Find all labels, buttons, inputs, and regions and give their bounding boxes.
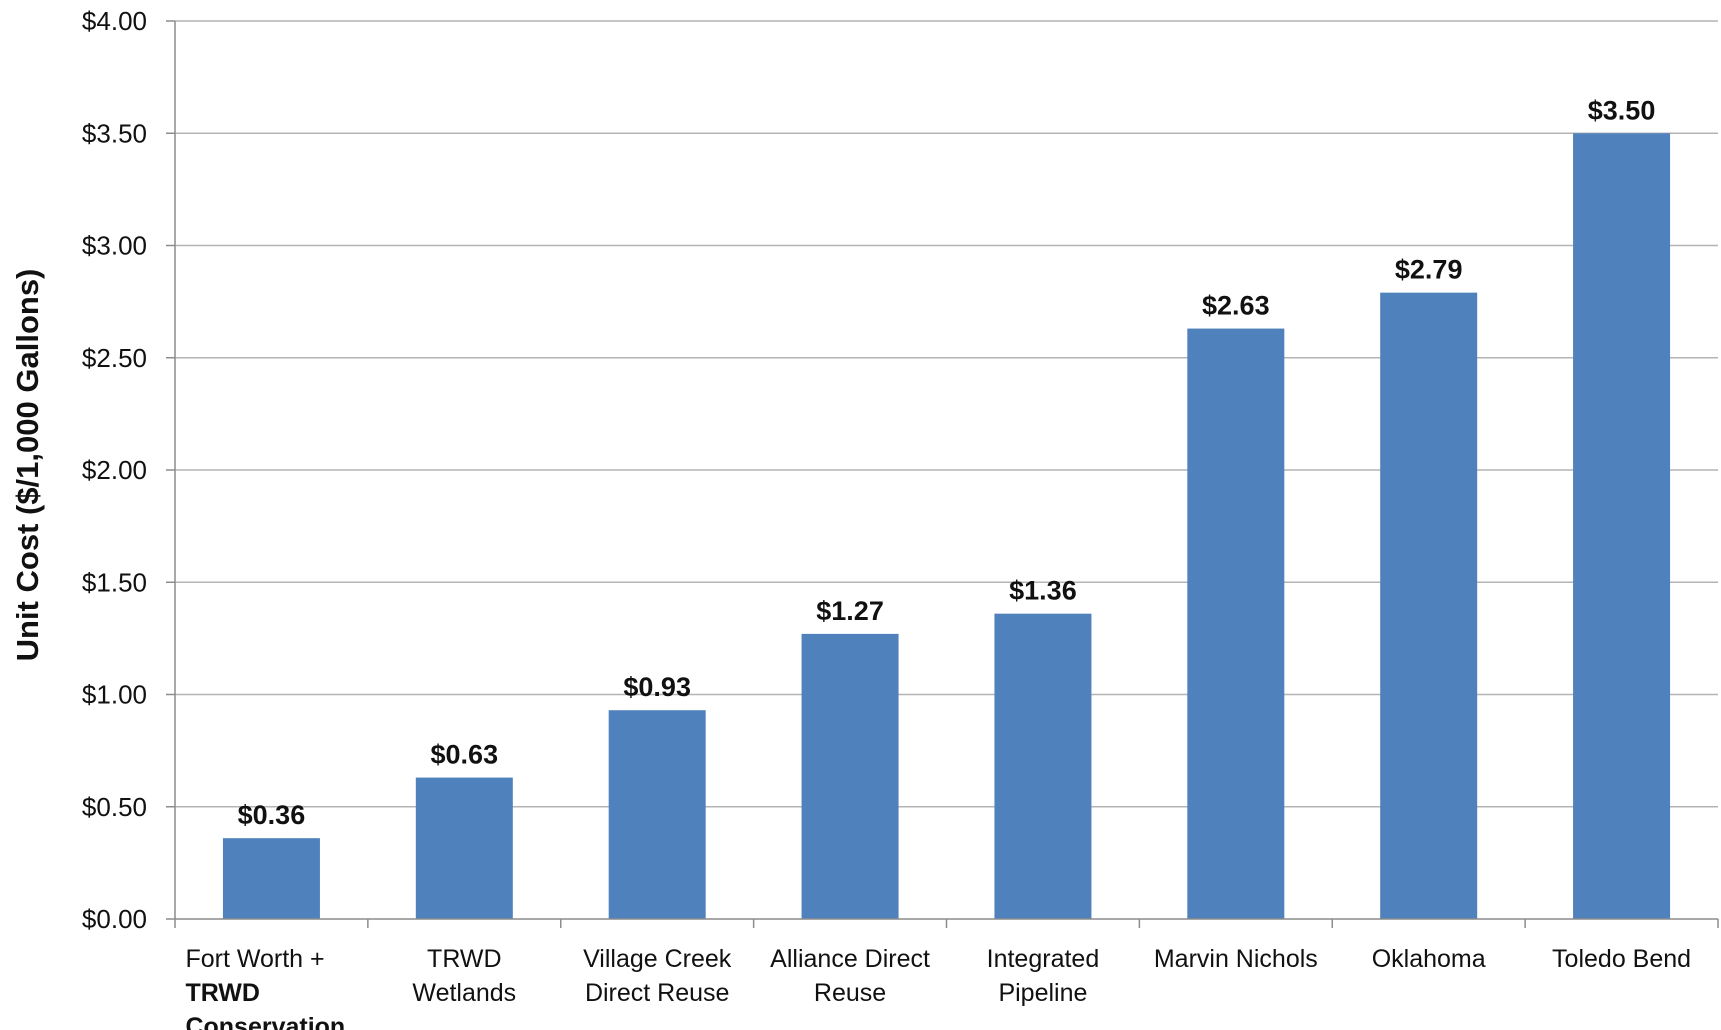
x-category-label-line: Marvin Nichols [1154,945,1318,973]
y-tick-label: $0.00 [82,904,147,934]
x-category-label: Village Creek Direct Reuse [583,945,732,1007]
bar [608,710,706,919]
bar [1573,133,1671,919]
x-category-label-line: Oklahoma [1372,945,1486,973]
x-category-label-line: Alliance Direct [770,945,930,973]
y-tick-label: $1.00 [82,680,147,710]
gridlines [175,20,1718,808]
y-tick-label: $2.50 [82,343,147,373]
y-tick-label: $2.00 [82,455,147,485]
x-category-label-line: TRWD [427,945,502,973]
data-label: $2.79 [1395,255,1463,285]
x-category-label-line: Integrated [987,945,1100,973]
bar [222,838,320,919]
data-label: $1.27 [816,596,884,626]
x-category-label-line: Fort Worth + [185,945,324,973]
x-category-label-line: TRWD [185,979,260,1007]
data-label: $0.63 [431,740,499,770]
y-tick-label: $3.00 [82,231,147,261]
x-category-label: Marvin Nichols [1154,945,1318,973]
x-category-label: Fort Worth + TRWD Conservation [185,945,345,1030]
data-label: $3.50 [1588,95,1656,125]
bar [415,777,513,919]
x-category-label-line: Direct Reuse [585,979,730,1007]
data-labels: $0.36 $0.63 $0.93 $1.27 $1.36 $2.63 $2.79 $3.50 [238,95,1656,830]
y-tick-label: $1.50 [82,567,147,597]
data-label: $0.36 [238,800,306,830]
y-tick-labels: $0.00 $0.50 $1.00 $1.50 $2.00 $2.50 $3.00 $3.50… [82,6,147,934]
x-category-label: Integrated Pipeline [987,945,1100,1007]
x-category-label-line: Reuse [814,979,886,1007]
x-category-label: Toledo Bend [1552,945,1691,973]
y-tick-label: $0.50 [82,792,147,822]
bar [801,633,899,919]
x-category-label-line: Wetlands [412,979,516,1007]
bars [222,133,1671,919]
bar [1380,292,1478,919]
x-category-labels: Fort Worth + TRWD Conservation TRWD Wetlands… [185,945,1691,1030]
y-tick-label: $3.50 [82,118,147,148]
x-category-label-line: Toledo Bend [1552,945,1691,973]
x-category-label: Oklahoma [1372,945,1486,973]
x-category-label-line: Pipeline [998,979,1087,1007]
axes [166,20,1719,928]
y-axis-title: Unit Cost ($/1,000 Gallons) [10,269,45,662]
x-category-label-line: Conservation [185,1013,345,1030]
data-label: $2.63 [1202,291,1270,321]
data-label: $1.36 [1009,576,1077,606]
bar [1187,328,1285,919]
bar [994,613,1092,919]
data-label: $0.93 [623,672,691,702]
x-category-label: Alliance Direct Reuse [770,945,930,1007]
x-category-label: TRWD Wetlands [412,945,516,1007]
y-tick-label: $4.00 [82,6,147,36]
x-category-label-line: Village Creek [583,945,732,973]
